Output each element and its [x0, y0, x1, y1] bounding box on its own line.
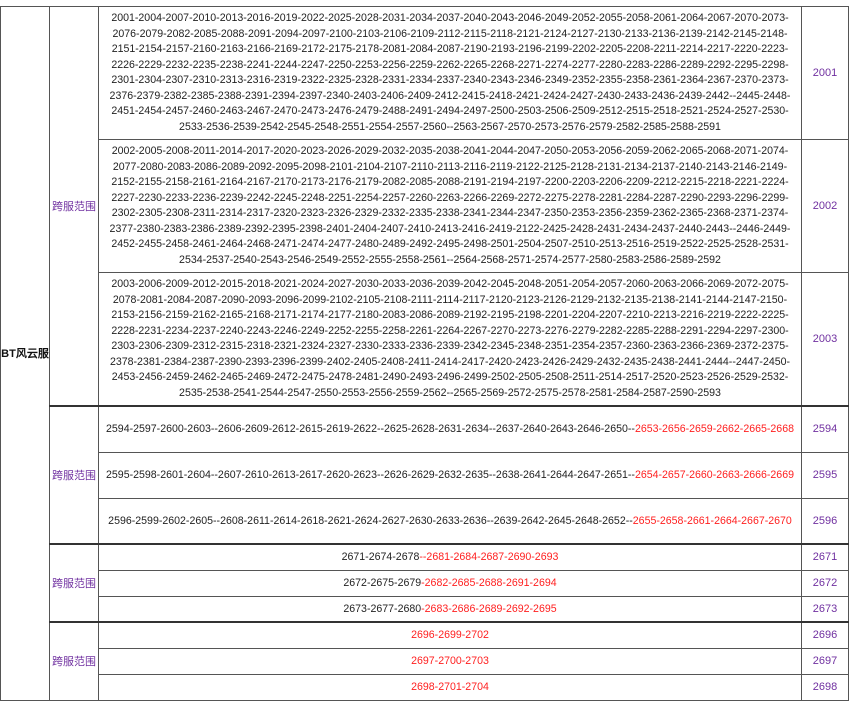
- server-list-text: 2673-2677-2680: [343, 602, 422, 615]
- table-row: 2002-2005-2008-2011-2014-2017-2020-2023-…: [1, 139, 849, 273]
- server-list-text: 2595-2598-2601-2604--2607-2610-2613-2617…: [106, 469, 635, 481]
- table-row: 2698-2701-2704 2698: [1, 673, 849, 701]
- table-row: 2595-2598-2601-2604--2607-2610-2613-2617…: [1, 451, 849, 499]
- table-row: 2697-2700-2703 2697: [1, 647, 849, 675]
- server-range-table: BT风云服 跨服范围 2001-2004-2007-2010-2013-2016-2…: [0, 6, 849, 701]
- server-list-highlight: 2696-2699-2702: [411, 629, 489, 642]
- server-list-line: 2451-2454-2457-2460-2463-2467-2470-2473-…: [111, 105, 789, 117]
- server-list-line: 2226-2229-2232-2235-2238-2241-2244-2247-…: [111, 58, 789, 71]
- server-list-cell: 2002-2005-2008-2011-2014-2017-2020-2023-…: [98, 139, 802, 273]
- server-list-line: 2452-2455-2458-2461-2464-2468-2471-2474-…: [111, 238, 789, 250]
- server-list-cell: 2594-2597-2600-2603--2606-2609-2612-2615…: [98, 405, 802, 453]
- group-id-cell: 2001: [801, 6, 849, 140]
- server-list-line: 2453-2456-2459-2462-2465-2469-2472-2475-…: [111, 371, 789, 383]
- table-row: BT风云服 跨服范围 2001-2004-2007-2010-2013-2016-2…: [0, 6, 849, 701]
- group-label-cell: 跨服范围: [49, 405, 99, 545]
- server-list-cell: 2671-2674-2678--2681-2684-2687-2690-2693: [98, 543, 802, 571]
- group-id-cell: 2672: [801, 569, 849, 597]
- server-list-highlight: 2653-2656-2659-2662-2665-2668: [634, 423, 794, 436]
- server-list-cell: 2673-2677-2680-2683-2686-2689-2692-2695: [98, 595, 802, 623]
- table-row: 跨服范围 2671-2674-2678--2681-2684-2687-2690-…: [1, 543, 849, 623]
- table-row: 2596-2599-2602-2605--2608-2611-2614-2618…: [1, 497, 849, 545]
- server-list-line: 2078-2081-2084-2087-2090-2093-2096-2099-…: [112, 293, 788, 306]
- group-id-cell: 2697: [801, 647, 849, 675]
- group-label-cell: 跨服范围: [49, 6, 99, 407]
- server-list-line: 2227-2230-2233-2236-2239-2242-2245-2248-…: [111, 191, 789, 204]
- server-list-line: 2001-2004-2007-2010-2013-2016-2019-2022-…: [111, 12, 789, 24]
- server-list-cell: 2001-2004-2007-2010-2013-2016-2019-2022-…: [98, 6, 802, 140]
- group-id-cell: 2698: [801, 673, 849, 701]
- group-id-cell: 2003: [801, 272, 849, 407]
- server-list-text: 2671-2674-2678: [341, 551, 420, 564]
- table-row: 2672-2675-2679-2682-2685-2688-2691-2694 2…: [1, 569, 849, 597]
- server-list-line: 2076-2079-2082-2085-2088-2091-2094-2097-…: [112, 27, 788, 40]
- server-list-line: 2534-2537-2540-2543-2546-2549-2552-2555-…: [179, 253, 721, 266]
- group-id-cell: 2596: [801, 497, 849, 545]
- server-list-highlight: 2697-2700-2703: [411, 655, 489, 667]
- server-list-line: 2152-2155-2158-2161-2164-2167-2170-2173-…: [111, 176, 789, 188]
- group-id-cell: 2594: [801, 405, 849, 453]
- server-list-highlight: --2681-2684-2687-2690-2693: [419, 551, 559, 564]
- server-list-highlight: 2655-2658-2661-2664-2667-2670: [632, 514, 792, 527]
- server-list-line: 2002-2005-2008-2011-2014-2017-2020-2023-…: [111, 145, 789, 157]
- server-list-text: 2672-2675-2679: [343, 577, 422, 589]
- server-list-text: 2594-2597-2600-2603--2606-2609-2612-2615…: [106, 423, 635, 436]
- table-row: 跨服范围 2594-2597-2600-2603--2606-2609-2612-…: [1, 405, 849, 545]
- table-row: 2003-2006-2009-2012-2015-2018-2021-2024-…: [1, 272, 849, 407]
- server-list-line: 2077-2080-2083-2086-2089-2092-2095-2098-…: [112, 160, 788, 173]
- table-row: 2673-2677-2680-2683-2686-2689-2692-2695 2…: [1, 595, 849, 623]
- group-id-cell: 2671: [801, 543, 849, 571]
- server-list-line: 2302-2305-2308-2311-2314-2317-2320-2323-…: [111, 207, 789, 219]
- table-row: 跨服范围 2696-2699-2702 2696: [1, 621, 849, 701]
- server-list-line: 2535-2538-2541-2544-2547-2550-2553-2556-…: [179, 386, 721, 399]
- server-list-line: 2533-2536-2539-2542-2545-2548-2551-2554-…: [179, 120, 721, 133]
- server-list-cell: 2696-2699-2702: [98, 621, 802, 649]
- group-id-cell: 2595: [801, 451, 849, 499]
- server-list-line: 2003-2006-2009-2012-2015-2018-2021-2024-…: [111, 278, 789, 290]
- group-id-cell: 2673: [801, 595, 849, 623]
- server-list-cell: 2697-2700-2703: [98, 647, 802, 675]
- server-name-cell: BT风云服: [0, 6, 50, 701]
- group-label-cell: 跨服范围: [49, 621, 99, 701]
- server-list-line: 2376-2379-2382-2385-2388-2391-2394-2397-…: [109, 89, 791, 102]
- server-list-line: 2378-2381-2384-2387-2390-2393-2396-2399-…: [109, 355, 791, 368]
- server-list-highlight: -2683-2686-2689-2692-2695: [421, 602, 557, 615]
- server-list-highlight: 2654-2657-2660-2663-2666-2669: [634, 469, 794, 481]
- server-list-line: 2153-2156-2159-2162-2165-2168-2171-2174-…: [111, 309, 789, 321]
- server-list-line: 2377-2380-2383-2386-2389-2392-2395-2398-…: [109, 222, 791, 235]
- server-list-highlight: -2682-2685-2688-2691-2694: [421, 577, 557, 589]
- server-list-cell: 2003-2006-2009-2012-2015-2018-2021-2024-…: [98, 272, 802, 407]
- server-list-cell: 2698-2701-2704: [98, 673, 802, 701]
- server-list-cell: 2672-2675-2679-2682-2685-2688-2691-2694: [98, 569, 802, 597]
- server-list-line: 2301-2304-2307-2310-2313-2316-2319-2322-…: [111, 74, 789, 86]
- server-list-highlight: 2698-2701-2704: [411, 681, 489, 693]
- server-list-cell: 2595-2598-2601-2604--2607-2610-2613-2617…: [98, 451, 802, 499]
- server-list-text: 2596-2599-2602-2605--2608-2611-2614-2618…: [108, 514, 633, 527]
- group-id-cell: 2002: [801, 139, 849, 273]
- server-list-line: 2228-2231-2234-2237-2240-2243-2246-2249-…: [111, 324, 789, 337]
- group-id-cell: 2696: [801, 621, 849, 649]
- server-list-cell: 2596-2599-2602-2605--2608-2611-2614-2618…: [98, 497, 802, 545]
- server-list-line: 2303-2306-2309-2312-2315-2318-2321-2324-…: [111, 340, 789, 352]
- group-label-cell: 跨服范围: [49, 543, 99, 623]
- server-list-line: 2151-2154-2157-2160-2163-2166-2169-2172-…: [111, 43, 789, 55]
